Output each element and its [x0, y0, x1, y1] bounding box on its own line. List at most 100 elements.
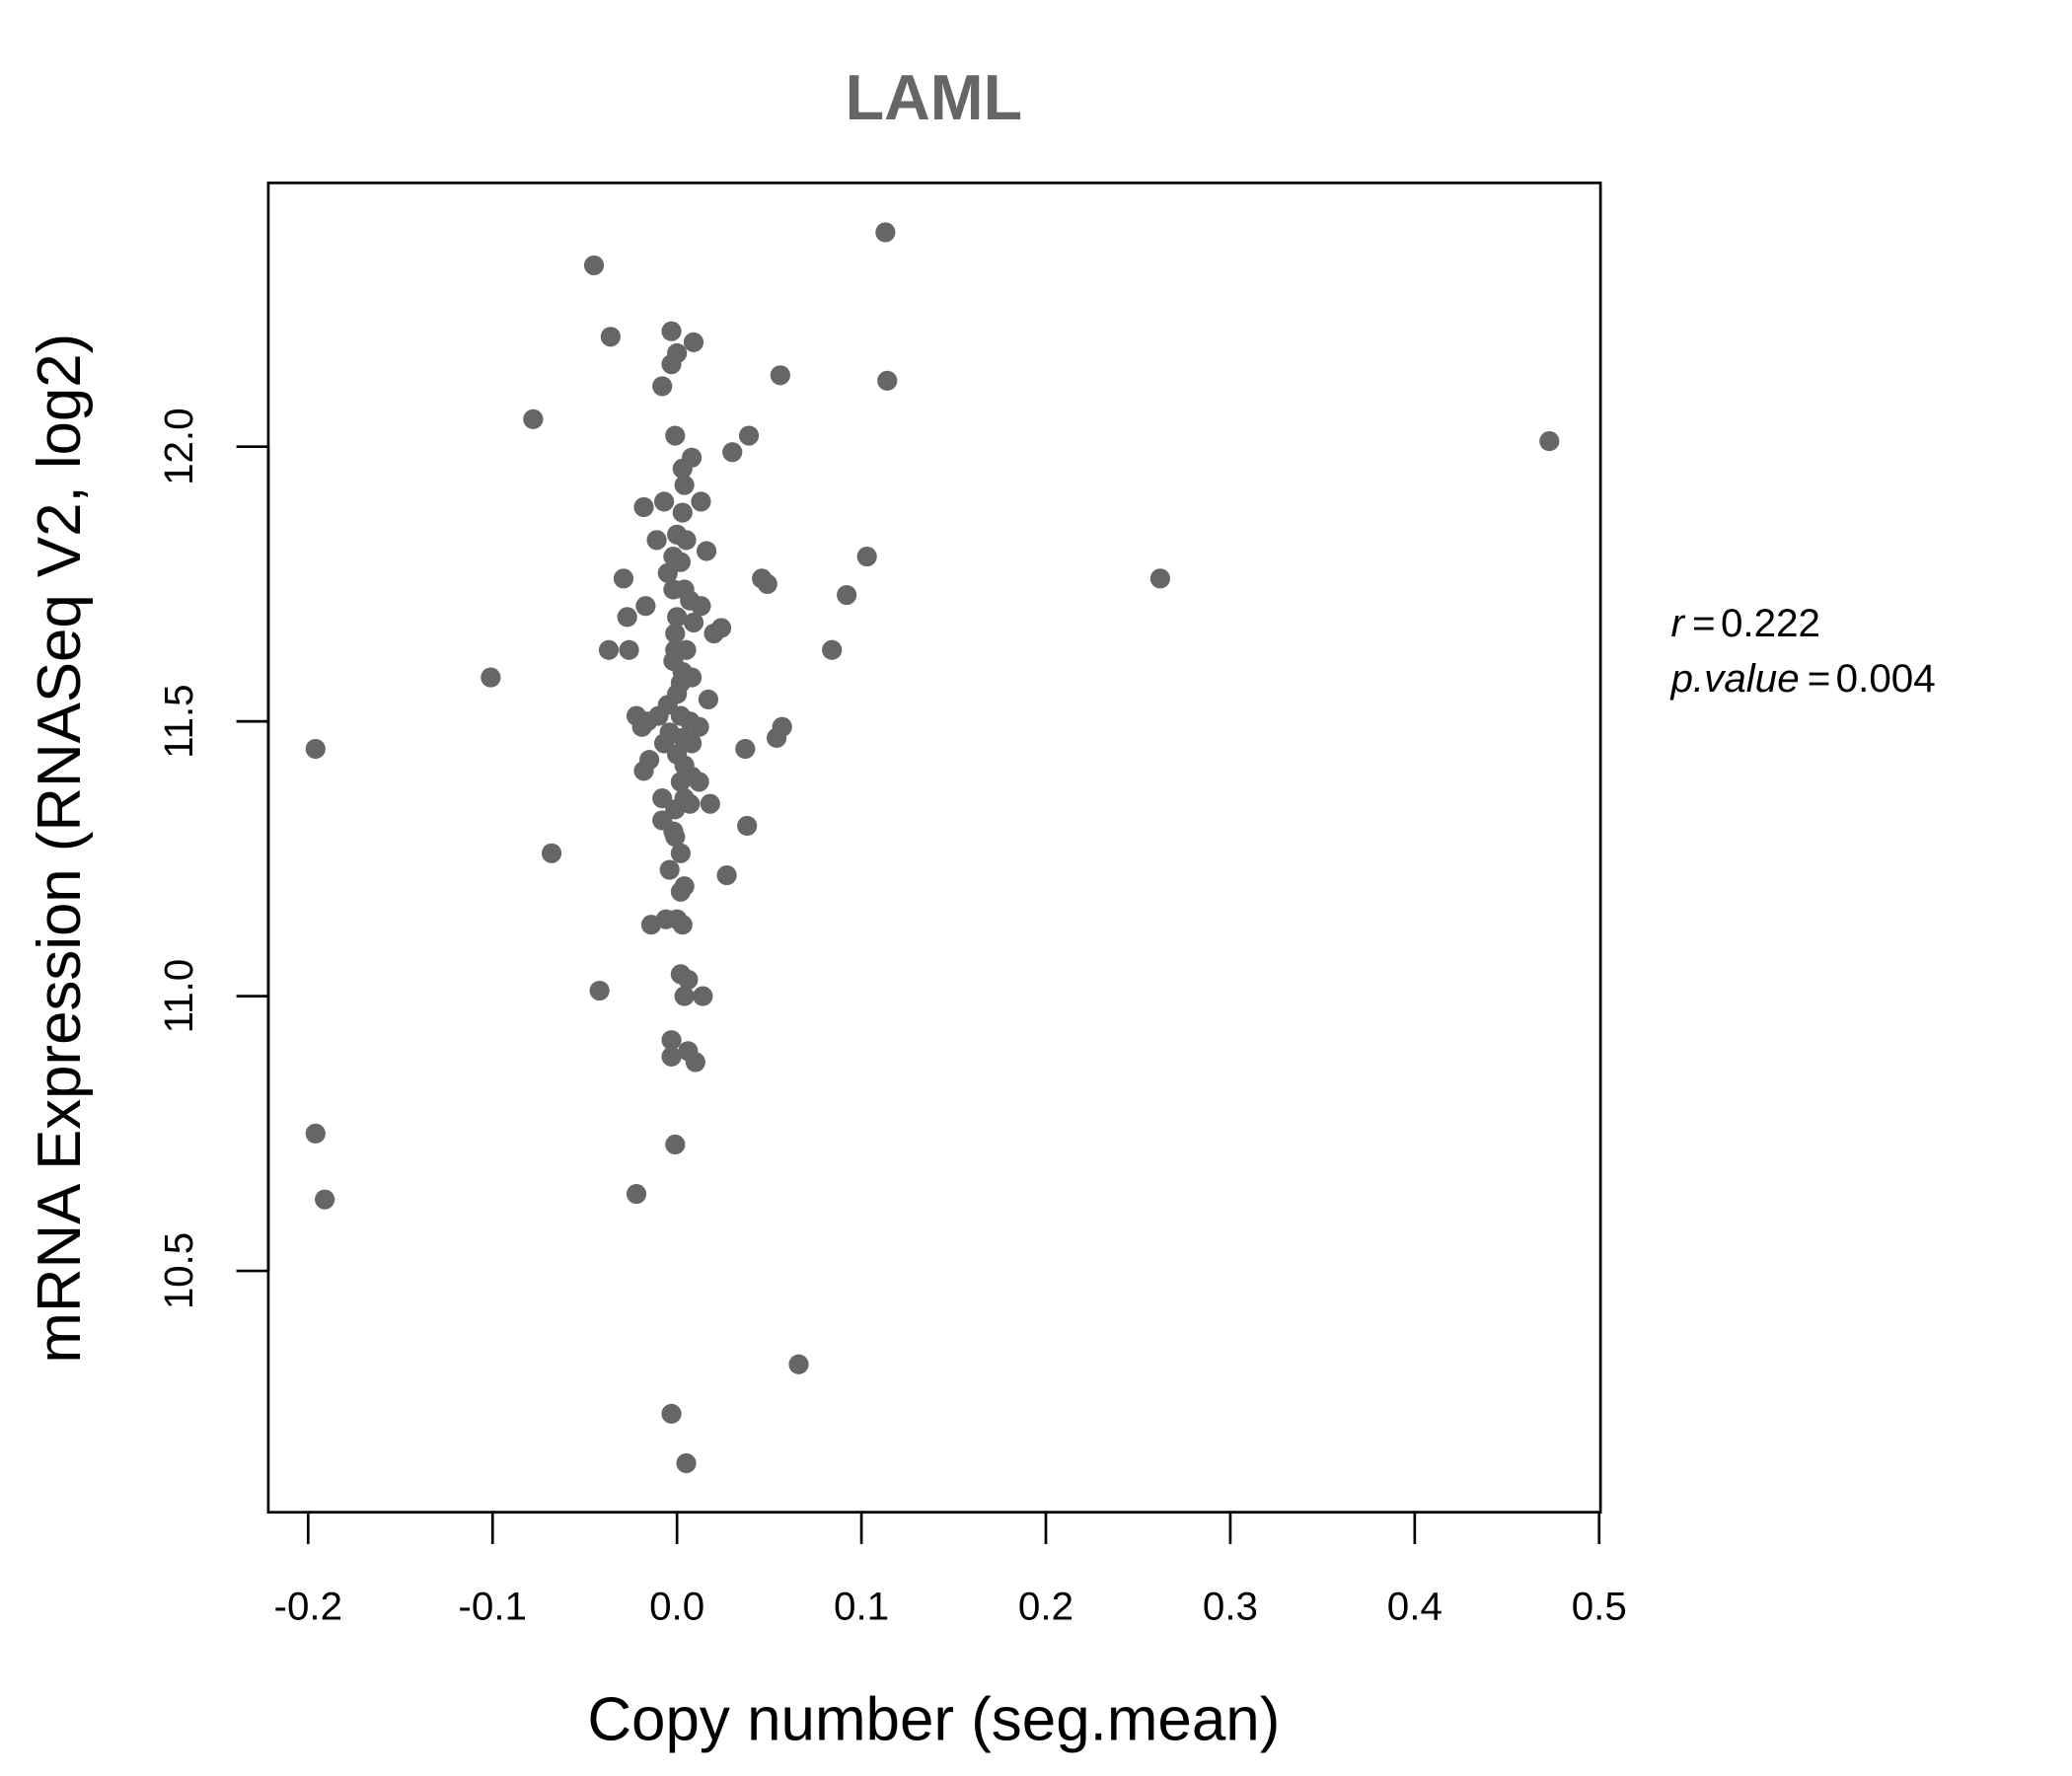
data-point	[674, 986, 695, 1006]
data-point	[670, 881, 691, 902]
data-point	[676, 639, 697, 660]
data-point	[683, 612, 704, 632]
data-point	[665, 827, 686, 848]
data-point	[653, 491, 675, 512]
y-axis-label: mRNA Expression (RNASeq V2, log2)	[26, 333, 94, 1364]
data-point	[633, 496, 654, 518]
data-point	[672, 458, 693, 480]
data-point	[685, 1052, 705, 1073]
data-point	[661, 1046, 682, 1067]
data-point	[735, 738, 756, 760]
x-tick-label: 0.2	[1018, 1584, 1073, 1629]
data-point	[696, 541, 717, 561]
data-point	[659, 859, 680, 880]
data-point	[682, 733, 703, 754]
data-point	[683, 332, 704, 352]
data-point	[837, 584, 857, 606]
p-eq: =	[1808, 655, 1831, 701]
data-point	[661, 354, 682, 375]
y-tick-label: 10.5	[156, 1232, 201, 1309]
data-point	[674, 475, 695, 495]
r-label: r	[1670, 600, 1685, 645]
data-point	[691, 491, 711, 512]
data-point	[689, 716, 709, 737]
data-point	[541, 843, 562, 863]
data-point	[672, 915, 693, 935]
data-point	[716, 865, 737, 886]
x-tick-label: 0.3	[1203, 1584, 1258, 1629]
x-tick-label: 0.0	[649, 1584, 704, 1629]
data-point	[648, 705, 669, 726]
data-point	[633, 761, 654, 781]
data-point	[856, 546, 877, 567]
data-point	[667, 607, 688, 628]
points-layer	[305, 222, 1560, 1474]
data-point	[691, 596, 711, 617]
data-point	[738, 425, 760, 446]
data-point	[523, 408, 544, 429]
data-point	[676, 530, 697, 551]
data-point	[653, 733, 675, 754]
x-tick-label: -0.2	[274, 1584, 343, 1629]
data-point	[598, 639, 620, 660]
plot-frame	[266, 182, 1602, 1515]
data-point	[665, 799, 686, 820]
data-point	[305, 1123, 326, 1144]
data-point	[481, 667, 501, 688]
x-axis-label: Copy number (seg.mean)	[587, 1686, 1280, 1754]
data-point	[703, 623, 724, 644]
y-tick-label: 12.0	[156, 407, 201, 484]
data-point	[589, 980, 610, 1001]
y-tick-label: 11.5	[156, 684, 201, 758]
data-point	[619, 639, 639, 660]
data-point	[678, 969, 699, 990]
p-value: 0.004	[1836, 655, 1936, 701]
data-point	[305, 738, 326, 760]
chart-title: LAML	[846, 62, 1022, 133]
data-point	[661, 1030, 682, 1051]
data-point	[877, 370, 898, 391]
r-eq: =	[1692, 600, 1716, 645]
data-point	[652, 788, 673, 809]
data-point	[700, 793, 720, 814]
data-point	[770, 365, 790, 386]
x-tick-label: 0.4	[1387, 1584, 1443, 1629]
data-point	[693, 986, 713, 1006]
data-point	[1539, 431, 1560, 452]
data-point	[665, 1134, 686, 1155]
data-point	[661, 1403, 682, 1424]
r-value: 0.222	[1721, 600, 1820, 645]
data-point	[672, 502, 693, 523]
data-point	[676, 1452, 697, 1474]
x-tick-label: 0.5	[1572, 1584, 1627, 1629]
x-axis: -0.2 -0.1 0.0 0.1 0.2 0.3 0.4 0.5	[274, 1511, 1627, 1629]
svg-text:r=0.222: r = 0.222	[1670, 600, 1820, 645]
p-label: p.value	[1669, 655, 1799, 701]
data-point	[665, 425, 686, 446]
data-point	[689, 772, 709, 792]
data-point	[788, 1354, 809, 1374]
data-point	[822, 639, 843, 660]
data-point	[670, 552, 691, 572]
x-tick-label: -0.1	[458, 1584, 527, 1629]
svg-text:p.value=0.004: p.value = 0.004	[1669, 655, 1935, 701]
data-point	[670, 772, 691, 792]
data-point	[657, 562, 678, 583]
y-axis: 10.5 11.0 11.5 12.0	[156, 407, 270, 1309]
data-point	[875, 222, 896, 243]
data-point	[631, 716, 652, 737]
data-point	[646, 530, 667, 551]
data-point	[613, 568, 634, 589]
data-point	[600, 327, 621, 347]
data-point	[698, 689, 719, 709]
stats-annotation: r = 0.222 p.value = 0.004	[1669, 600, 1935, 701]
data-point	[626, 1184, 647, 1205]
data-point	[722, 442, 743, 463]
data-point	[652, 376, 673, 397]
data-point	[665, 623, 686, 644]
x-tick-label: 0.1	[834, 1584, 889, 1629]
data-point	[757, 573, 777, 594]
data-point	[635, 596, 656, 617]
data-point	[617, 607, 637, 628]
